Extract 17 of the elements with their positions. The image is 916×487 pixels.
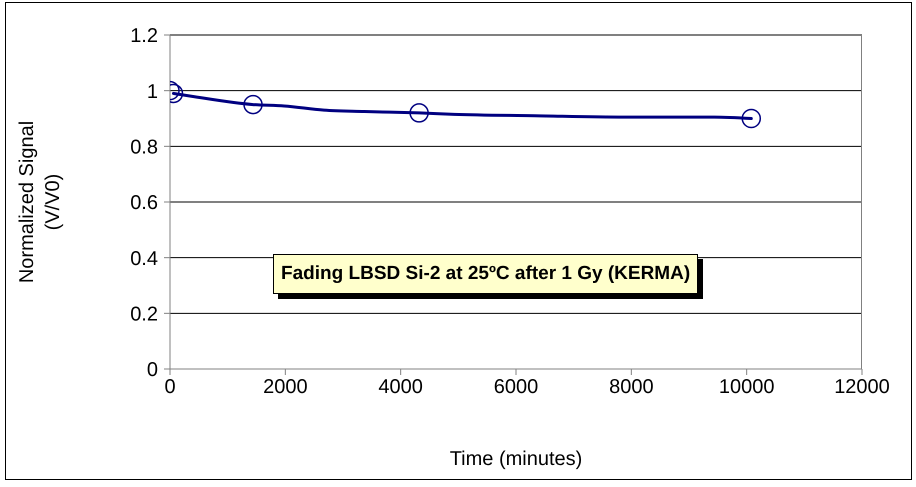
y-axis-title: Normalized Signal (V/V0) (15, 120, 65, 286)
y-tick-label: 1 (146, 80, 158, 103)
x-tick-label: 2000 (263, 376, 308, 398)
x-tick-label: 0 (164, 376, 176, 398)
annotation: Fading LBSD Si-2 at 25ºC after 1 Gy (KERMA) (273, 254, 698, 294)
y-tick-label: 0.2 (130, 303, 158, 326)
y-tick-label: 1.2 (130, 25, 158, 48)
x-axis-title: Time (minutes) (448, 448, 584, 471)
x-tick-label: 12000 (834, 376, 890, 398)
x-tick-label: 6000 (494, 376, 538, 398)
x-tick-label: 4000 (378, 376, 423, 398)
y-tick-label: 0.6 (130, 192, 158, 214)
y-tick-label: 0 (146, 359, 158, 382)
y-tick-label: 0.8 (130, 136, 158, 158)
x-tick-label: 8000 (609, 376, 654, 398)
x-tick-label: 10000 (718, 376, 774, 398)
y-tick-label: 0.4 (130, 248, 158, 270)
